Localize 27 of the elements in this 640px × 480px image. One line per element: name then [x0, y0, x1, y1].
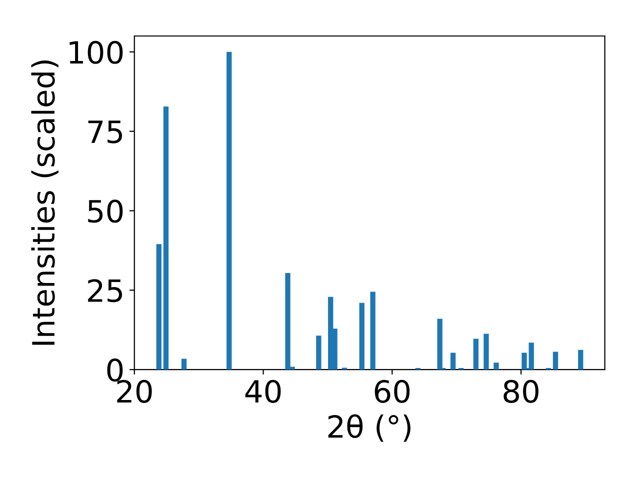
bar — [522, 352, 527, 370]
bar — [552, 352, 558, 370]
y-tick-label: 0 — [107, 358, 123, 382]
x-axis-title: 2θ (°) — [328, 414, 410, 442]
x-tick-label: 60 — [374, 380, 410, 403]
bar — [484, 334, 489, 370]
bar — [494, 362, 499, 370]
y-tick-label: 75 — [88, 120, 122, 144]
bar — [528, 342, 534, 370]
bar — [450, 352, 456, 370]
bar — [163, 106, 169, 370]
x-tick-label: 20 — [117, 380, 152, 403]
y-tick-label: 25 — [88, 279, 122, 302]
x-tick-label: 40 — [245, 380, 281, 403]
bar — [578, 350, 584, 370]
bar — [316, 336, 322, 370]
x-tick-label: 80 — [504, 380, 538, 403]
bar — [370, 292, 376, 370]
y-axis-title: Intensities (scaled) — [31, 60, 58, 345]
bar — [437, 318, 442, 370]
bar — [181, 358, 187, 370]
bar — [473, 338, 478, 370]
y-tick-label: 50 — [88, 200, 123, 223]
bar — [156, 244, 162, 370]
y-tick-label: 100 — [70, 40, 123, 64]
bar — [359, 302, 364, 370]
bar — [226, 52, 232, 370]
